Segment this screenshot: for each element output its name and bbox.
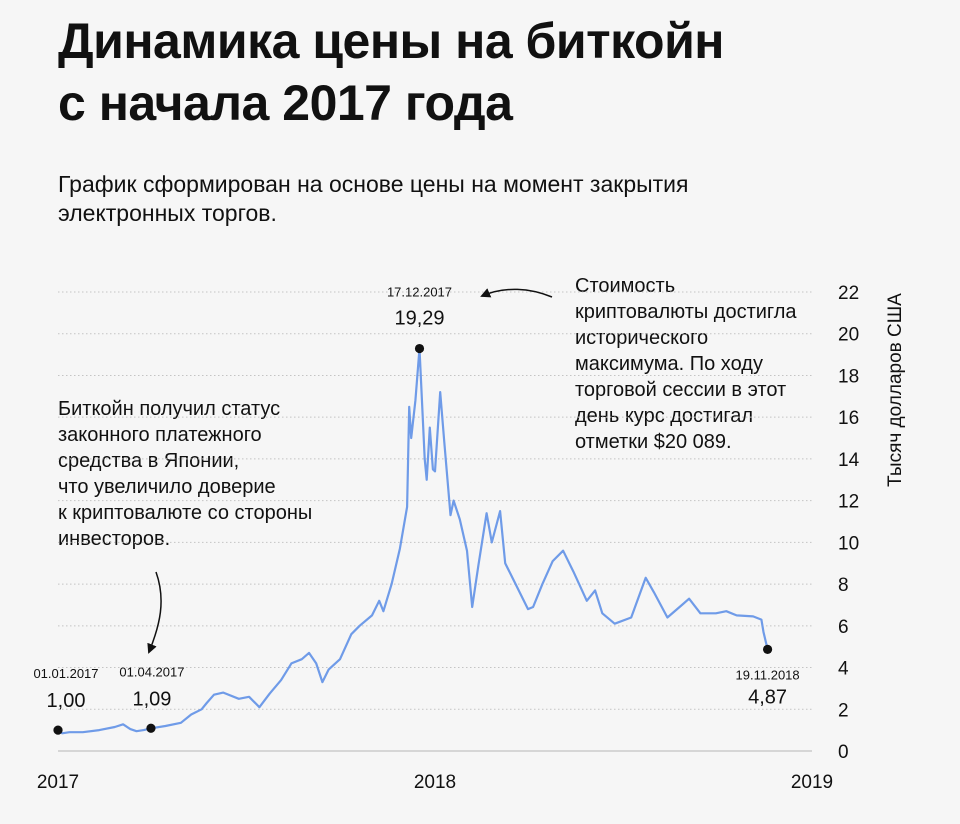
peak-note: Стоимость криптовалюты достигла историче…: [575, 273, 835, 455]
grid: [58, 291, 812, 752]
annotation-dot: [146, 723, 156, 733]
japan-note: Биткойн получил статус законного платежн…: [58, 396, 358, 552]
chart-title: Динамика цены на биткойн с начала 2017 г…: [58, 10, 918, 134]
annotation-date-label: 01.04.2017: [119, 664, 184, 679]
annotation-dot: [762, 644, 773, 654]
y-tick-label: 18: [838, 366, 859, 387]
y-tick-label: 8: [838, 575, 849, 596]
x-tick-label: 2018: [414, 772, 456, 793]
y-axis-label: Тысяч долларов США: [885, 293, 906, 487]
annotation-date-label: 19.11.2018: [736, 667, 800, 682]
japan-note-line: средства в Японии,: [58, 450, 240, 472]
annotation-dot: [414, 343, 425, 354]
y-tick-label: 6: [838, 617, 849, 638]
y-tick-label: 0: [838, 742, 849, 763]
title-line-1: Динамика цены на биткойн: [58, 13, 725, 69]
peak-note-line: исторического: [575, 327, 709, 349]
y-tick-label: 14: [838, 450, 860, 471]
y-tick-label: 4: [838, 659, 849, 680]
peak-note-line: максимума. По ходу: [575, 353, 763, 375]
japan-note-line: инвесторов.: [58, 528, 171, 550]
price-series-line: [56, 347, 769, 735]
title-line-2: с начала 2017 года: [58, 75, 513, 131]
annotation-value-label: 19,29: [394, 308, 444, 330]
annotation-dot: [53, 725, 63, 735]
y-tick-label: 16: [838, 408, 859, 429]
subtitle-line-1: График сформирован на основе цены на мом…: [58, 171, 689, 197]
annotation-value-label: 1,09: [132, 688, 171, 710]
peak-note-line: торговой сессии в этот: [575, 379, 787, 401]
peak-note-line: криптовалюты достигла: [575, 301, 797, 323]
annotation-value-label: 1,00: [47, 690, 86, 712]
annotation-date-label: 17.12.2017: [387, 285, 452, 300]
japan-note-line: к криптовалюте со стороны: [58, 502, 313, 524]
y-tick-label: 10: [838, 533, 859, 554]
y-axis: 0 2 4 6 8 10 12 14 16 18 20 22: [838, 283, 860, 763]
japan-note-line: законного платежного: [58, 424, 262, 446]
x-tick-label: 2017: [37, 772, 79, 793]
annotation-date-label: 01.01.2017: [33, 666, 98, 681]
y-tick-label: 2: [838, 700, 849, 721]
x-axis: 2017 2018 2019: [37, 772, 833, 793]
japan-note-line: Биткойн получил статус: [58, 398, 281, 420]
japan-arrow: [147, 571, 162, 654]
japan-note-line: что увеличило доверие: [58, 476, 276, 498]
peak-arrow: [480, 288, 553, 298]
subtitle-line-2: электронных торгов.: [58, 200, 277, 226]
x-tick-label: 2019: [791, 772, 833, 793]
chart-subtitle: График сформирован на основе цены на мом…: [58, 170, 818, 228]
annotation-value-label: 4,87: [748, 686, 787, 708]
y-tick-label: 22: [838, 283, 859, 304]
peak-note-line: отметки $20 089.: [575, 431, 732, 453]
peak-note-line: день курс достигал: [575, 405, 754, 427]
annotations: 01.01.2017 1,00 01.04.2017 1,09 17.12.2017 19…: [33, 285, 800, 735]
y-tick-label: 12: [838, 492, 859, 513]
y-tick-label: 20: [838, 325, 859, 346]
